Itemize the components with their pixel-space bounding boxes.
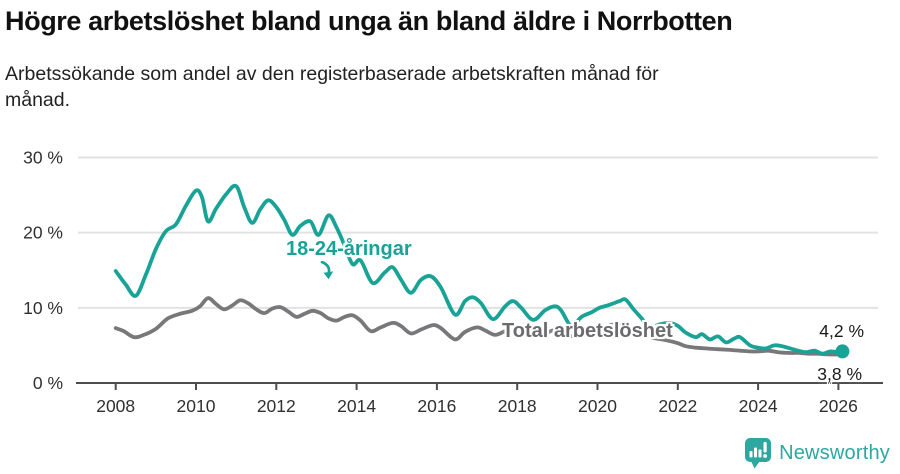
series-end-dot xyxy=(835,344,850,359)
x-tick-label: 2016 xyxy=(417,396,456,416)
series-label-youth: 18-24-åringar xyxy=(286,238,412,260)
x-tick-label: 2014 xyxy=(337,396,376,416)
series-label-total: Total arbetslöshet xyxy=(502,320,673,342)
brand-name: Newsworthy xyxy=(779,441,890,464)
series-line-youth xyxy=(113,183,845,356)
chart-subtitle: Arbetssökande som andel av den registerb… xyxy=(5,63,659,111)
end-value-youth: 4,2 % xyxy=(819,321,864,341)
page-title: Högre arbetslöshet bland unga än bland ä… xyxy=(5,6,733,36)
x-tick-label: 2010 xyxy=(177,396,216,416)
y-tick-label: 10 % xyxy=(23,298,63,318)
newsworthy-bubble-chart-icon xyxy=(745,438,772,469)
x-tick-label: 2022 xyxy=(658,396,697,416)
newsworthy-logo: Newsworthy xyxy=(744,437,890,469)
x-tick-label: 2008 xyxy=(96,396,135,416)
x-tick-label: 2024 xyxy=(739,396,778,416)
x-tick-label: 2018 xyxy=(498,396,537,416)
x-tick-label: 2012 xyxy=(257,396,296,416)
y-tick-label: 0 % xyxy=(33,373,63,393)
x-tick-label: 2026 xyxy=(819,396,858,416)
curved-arrow-icon xyxy=(320,261,334,280)
series-line-total xyxy=(113,296,845,357)
y-tick-label: 30 % xyxy=(23,147,63,167)
x-tick-label: 2020 xyxy=(578,396,617,416)
y-tick-label: 20 % xyxy=(23,223,63,243)
end-value-total: 3,8 % xyxy=(817,364,862,384)
